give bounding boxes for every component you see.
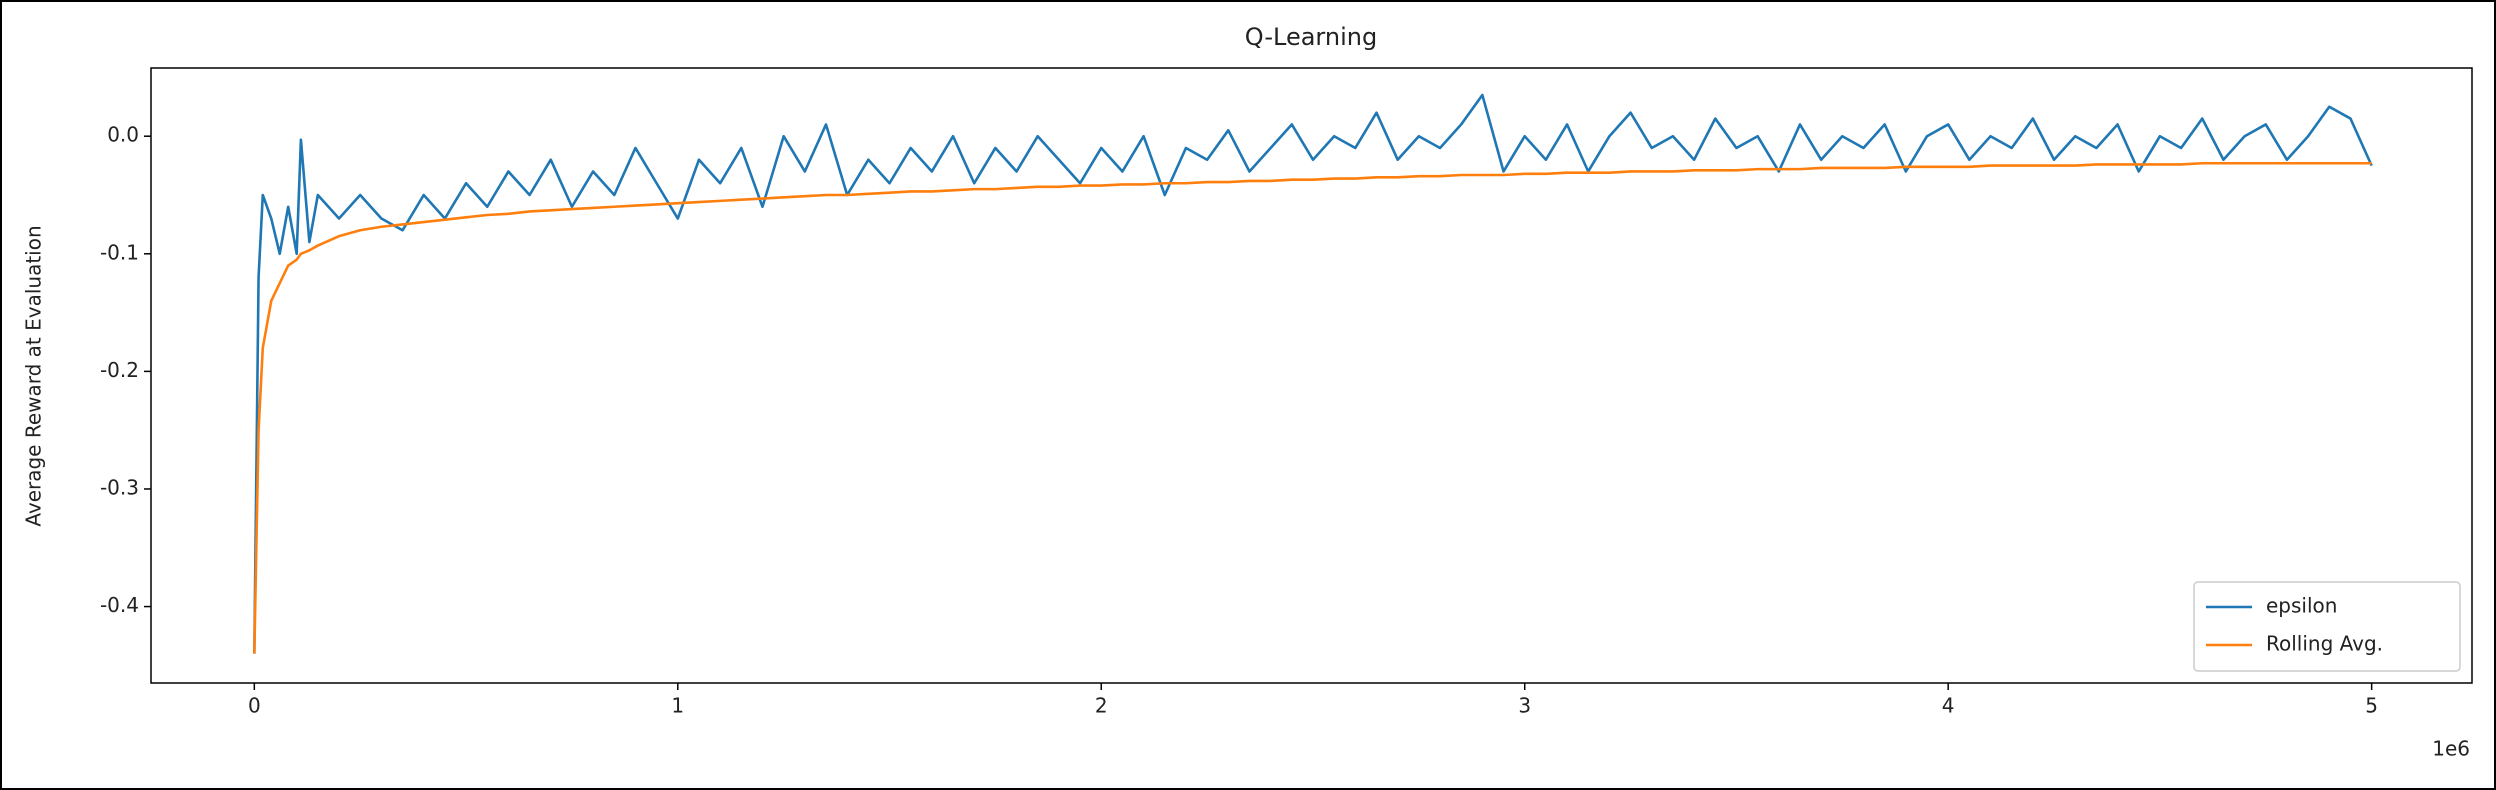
x-tick-label: 2 (1095, 694, 1108, 718)
y-tick-label: -0.4 (100, 593, 139, 617)
y-tick-label: -0.1 (100, 240, 139, 264)
y-axis-label: Average Reward at Evaluation (22, 225, 46, 526)
chart-title: Q-Learning (1245, 23, 1377, 51)
y-tick-label: -0.2 (100, 358, 139, 382)
x-tick-label: 0 (248, 694, 261, 718)
y-tick-label: 0.0 (107, 123, 139, 147)
x-tick-label: 3 (1518, 694, 1531, 718)
legend-box (2193, 581, 2461, 672)
x-tick-label: 1 (671, 694, 684, 718)
plot-frame (150, 67, 2473, 684)
series-line (253, 93, 2373, 654)
legend-label: Rolling Avg. (2266, 632, 2383, 656)
y-tick-label: -0.3 (100, 475, 139, 499)
x-tick-label: 4 (1942, 694, 1955, 718)
legend-label: epsilon (2266, 594, 2337, 618)
x-offset-label: 1e6 (2432, 737, 2470, 761)
series-line (253, 161, 2372, 654)
x-tick-label: 5 (2365, 694, 2378, 718)
